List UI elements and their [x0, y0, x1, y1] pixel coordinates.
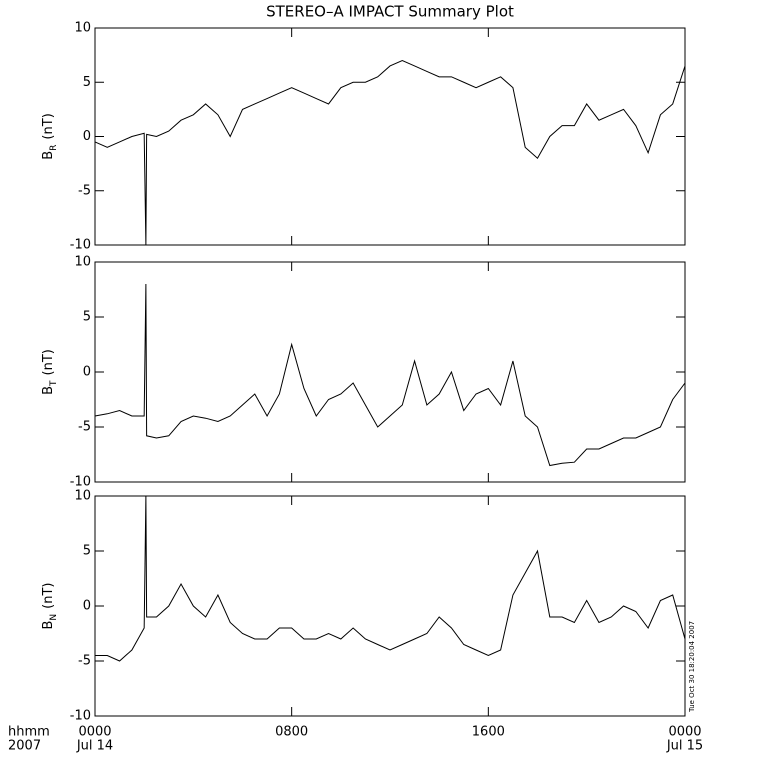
y-axis-label: BR (nT): [41, 113, 59, 160]
x-axis-label: hhmm: [8, 725, 50, 740]
data-trace: [95, 495, 686, 662]
x-tick-label: 0800: [275, 725, 308, 740]
y-tick-label: -10: [70, 238, 91, 253]
x-date-label: Jul 15: [666, 739, 703, 754]
y-tick-label: -5: [78, 420, 91, 435]
y-tick-label: 10: [74, 255, 91, 270]
x-tick-label: 1600: [472, 725, 505, 740]
y-label-unit: (nT): [41, 583, 56, 609]
plot-frame: [94, 27, 686, 246]
y-label-subscript: T: [49, 380, 59, 387]
x-date-label: Jul 14: [76, 739, 113, 754]
y-label-subscript: N: [49, 614, 59, 621]
y-tick-label: 5: [83, 544, 91, 559]
panel: -10 -5 0 5 10 BR (nT): [41, 21, 686, 253]
data-trace: [94, 60, 686, 246]
y-label-unit: (nT): [41, 349, 56, 375]
y-tick-label: -10: [70, 475, 91, 490]
y-label-symbol: B: [41, 151, 56, 160]
x-tick-label: 0000: [78, 725, 111, 740]
y-tick-label: 0: [83, 599, 91, 614]
y-tick-label: 10: [74, 489, 91, 504]
y-axis-label: BT (nT): [41, 349, 59, 395]
y-axis-label: BN (nT): [41, 583, 59, 630]
data-trace: [94, 283, 686, 467]
y-label-symbol: B: [41, 386, 56, 395]
y-tick-label: 5: [83, 310, 91, 325]
year-label: 2007: [8, 739, 41, 754]
y-tick-label: -5: [78, 654, 91, 669]
y-label-subscript: R: [49, 145, 59, 151]
panel: -10 -5 0 5 10 BT (nT): [41, 255, 686, 490]
y-tick-label: -5: [78, 183, 91, 198]
plot-frame: [94, 495, 686, 717]
y-tick-label: 10: [74, 21, 91, 36]
y-tick-label: 0: [83, 129, 91, 144]
y-tick-label: 5: [83, 75, 91, 90]
x-tick-label: 0000: [668, 725, 701, 740]
y-tick-label: -10: [70, 709, 91, 724]
y-label-symbol: B: [41, 621, 56, 630]
chart-title: STEREO–A IMPACT Summary Plot: [266, 3, 514, 21]
y-tick-label: 0: [83, 365, 91, 380]
timestamp: Tue Oct 30 18:20:04 2007: [688, 621, 696, 713]
y-label-unit: (nT): [41, 113, 56, 139]
